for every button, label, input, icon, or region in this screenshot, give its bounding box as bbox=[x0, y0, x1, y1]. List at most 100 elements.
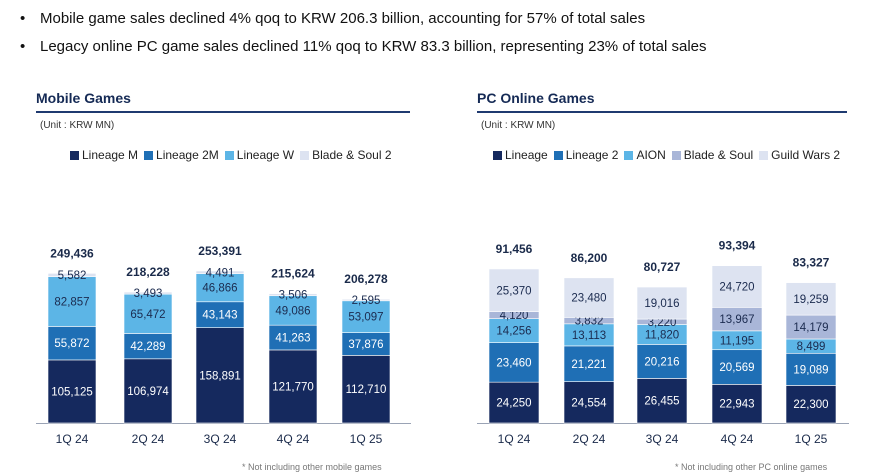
bar-segment-blade-soul-2 bbox=[195, 270, 245, 274]
bar-segment-aion bbox=[488, 318, 540, 343]
legend-label: Lineage 2M bbox=[156, 148, 219, 162]
category-label: 1Q 24 bbox=[498, 432, 531, 446]
data-label: 65,472 bbox=[130, 309, 165, 321]
data-label: 8,499 bbox=[797, 341, 826, 353]
category-label: 1Q 24 bbox=[56, 432, 89, 446]
total-label: 206,278 bbox=[344, 272, 388, 286]
data-label: 26,455 bbox=[644, 396, 679, 408]
total-label: 249,436 bbox=[50, 246, 94, 260]
legend-swatch bbox=[300, 150, 310, 160]
bar-segment-lineage-2 bbox=[785, 352, 837, 386]
legend-label: Guild Wars 2 bbox=[771, 148, 841, 162]
bullet-symbol: • bbox=[20, 10, 26, 27]
title-underline bbox=[477, 111, 847, 113]
legend-label: Blade & Soul 2 bbox=[312, 148, 392, 162]
mobile-games-chart: 105,125 55,872 82,857 5,582 249,436 1Q 24 106,… bbox=[36, 244, 411, 446]
data-label: 19,089 bbox=[793, 364, 828, 376]
bar-segment-lineage bbox=[636, 378, 688, 424]
bar-segment-lineage-2m bbox=[123, 333, 173, 360]
bar-segment-lineage-w bbox=[47, 276, 97, 327]
bar-segment-lineage-m bbox=[268, 349, 318, 424]
pc-online-games-chart: 24,250 23,460 14,256 4,120 25,370 91,456 1Q 24… bbox=[477, 239, 849, 446]
bar-segment-lineage-w bbox=[341, 300, 391, 333]
data-label: 3,506 bbox=[279, 290, 308, 302]
legend-label: AION bbox=[636, 148, 666, 162]
legend-label: Blade & Soul bbox=[683, 148, 754, 162]
bar-segment-lineage-2m bbox=[268, 324, 318, 351]
chart-title: Mobile Games bbox=[36, 90, 131, 106]
legend-label: Lineage 2 bbox=[565, 148, 619, 162]
data-label: 106,974 bbox=[127, 386, 169, 398]
data-label: 24,720 bbox=[719, 282, 754, 294]
bar-segment-lineage bbox=[711, 384, 763, 424]
bar-segment-lineage-w bbox=[123, 293, 173, 334]
bar-segment-guild-wars-2 bbox=[563, 277, 615, 318]
unit-label: (Unit : KRW MN) bbox=[40, 120, 115, 131]
bar-segment-lineage bbox=[563, 381, 615, 424]
data-label: 105,125 bbox=[51, 386, 93, 398]
chart-legend: Lineage Lineage 2 AION Blade & Soul Guild Wa… bbox=[493, 148, 846, 162]
data-label: 4,120 bbox=[500, 310, 529, 322]
data-label: 158,891 bbox=[199, 370, 241, 382]
data-label: 13,967 bbox=[719, 314, 754, 326]
bar-segment-lineage bbox=[488, 381, 540, 424]
data-label: 14,256 bbox=[496, 326, 531, 338]
total-label: 91,456 bbox=[496, 242, 533, 256]
data-label: 3,493 bbox=[134, 288, 163, 300]
data-label: 23,480 bbox=[571, 293, 606, 305]
bar-segment-guild-wars-2 bbox=[636, 286, 688, 320]
legend-item-blade-soul: Blade & Soul bbox=[671, 148, 754, 162]
bar-segment-guild-wars-2 bbox=[488, 268, 540, 312]
legend-swatch bbox=[671, 150, 681, 160]
legend-item-lineage-2: Lineage 2 bbox=[553, 148, 619, 162]
legend-item-lineage: Lineage bbox=[493, 148, 548, 162]
data-label: 14,179 bbox=[793, 322, 828, 334]
bar-segment-lineage-w bbox=[268, 295, 318, 326]
data-label: 3,220 bbox=[648, 317, 677, 329]
footnote: * Not including other mobile games bbox=[242, 462, 382, 472]
data-label: 53,097 bbox=[348, 312, 383, 324]
total-label: 80,727 bbox=[644, 260, 681, 274]
legend-label: Lineage bbox=[505, 148, 548, 162]
data-label: 43,143 bbox=[202, 310, 237, 322]
category-label: 3Q 24 bbox=[204, 432, 237, 446]
bar-segment-lineage bbox=[785, 385, 837, 424]
category-label: 1Q 25 bbox=[795, 432, 828, 446]
data-label: 22,943 bbox=[719, 399, 754, 411]
data-label: 82,857 bbox=[54, 297, 89, 309]
data-label: 42,289 bbox=[130, 341, 165, 353]
bullet-text: Mobile game sales declined 4% qoq to KRW… bbox=[40, 10, 646, 27]
legend-label: Lineage M bbox=[82, 148, 139, 162]
total-label: 215,624 bbox=[271, 267, 315, 281]
bullet-list: • Mobile game sales declined 4% qoq to K… bbox=[20, 8, 860, 64]
data-label: 112,710 bbox=[346, 384, 387, 396]
bar-segment-lineage-m bbox=[341, 355, 391, 424]
data-label: 121,770 bbox=[272, 381, 314, 393]
data-label: 25,370 bbox=[496, 285, 531, 297]
legend-swatch bbox=[70, 150, 79, 160]
data-label: 4,491 bbox=[206, 267, 235, 279]
category-label: 2Q 24 bbox=[132, 432, 165, 446]
category-label: 2Q 24 bbox=[573, 432, 606, 446]
bar-segment-lineage-2 bbox=[563, 345, 615, 382]
bar-segment-lineage-2 bbox=[488, 342, 540, 383]
bullet-symbol: • bbox=[20, 38, 26, 55]
unit-label: (Unit : KRW MN) bbox=[481, 120, 556, 131]
legend-item-guild-wars-2: Guild Wars 2 bbox=[759, 148, 840, 162]
data-label: 24,554 bbox=[571, 397, 607, 409]
pc-online-games-panel: PC Online Games (Unit : KRW MN) Lineage L… bbox=[477, 90, 857, 476]
bar-segment-blade-soul-2 bbox=[341, 298, 391, 302]
total-label: 93,394 bbox=[719, 239, 756, 253]
bar-segment-lineage-m bbox=[195, 327, 245, 424]
total-label: 218,228 bbox=[126, 265, 170, 279]
legend-swatch bbox=[224, 150, 234, 160]
footnote: * Not including other PC online games bbox=[675, 462, 828, 472]
bar-segment-lineage-w bbox=[195, 273, 245, 303]
data-label: 11,195 bbox=[720, 335, 754, 347]
data-label: 37,876 bbox=[348, 339, 383, 351]
chart-title: PC Online Games bbox=[477, 90, 595, 106]
bar-segment-guild-wars-2 bbox=[785, 282, 837, 316]
bar-segment-lineage-m bbox=[47, 359, 97, 424]
bar-segment-blade-soul-2 bbox=[47, 273, 97, 277]
data-label: 23,460 bbox=[496, 357, 531, 369]
